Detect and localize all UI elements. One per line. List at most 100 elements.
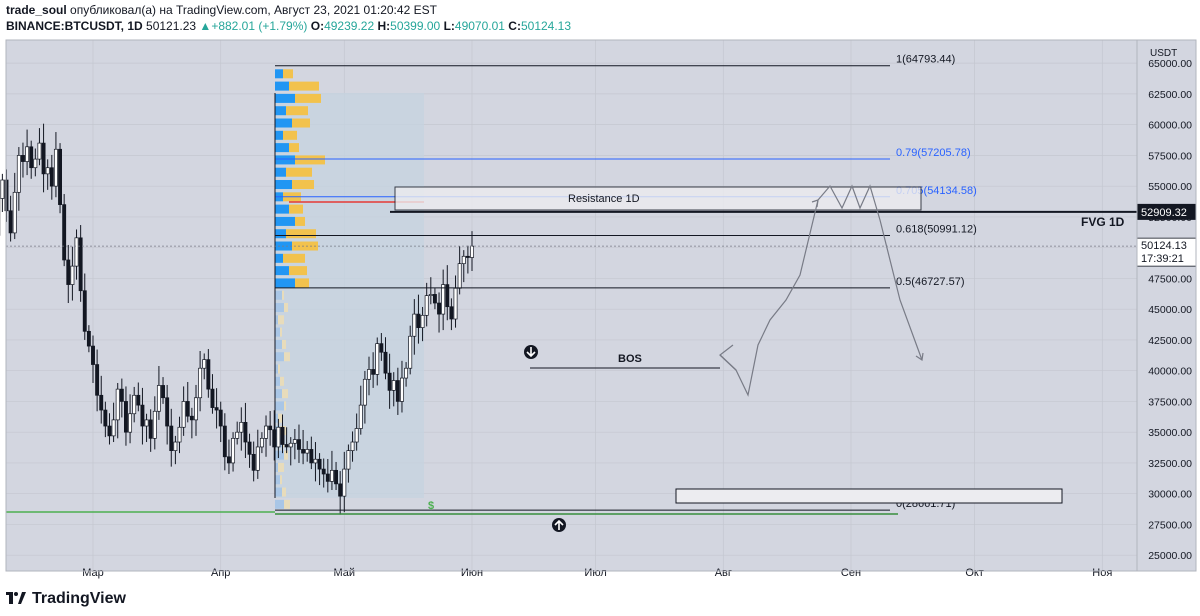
y-tick-label: 55000.00 [1148, 181, 1192, 193]
author-name[interactable]: trade_soul [6, 3, 67, 17]
symbol-label[interactable]: BINANCE:BTCUSDT, 1D [6, 19, 143, 33]
candle-body [313, 458, 318, 464]
profile-bar-yellow [295, 278, 309, 288]
y-tick-label: 40000.00 [1148, 366, 1192, 378]
x-tick-label: Ноя [1092, 567, 1112, 579]
candle-body [301, 449, 306, 454]
profile-bar-blue [275, 69, 283, 79]
resistance-label: Resistance 1D [568, 193, 640, 205]
resistance-zone[interactable] [394, 186, 922, 211]
last-price: 50121.23 [146, 19, 197, 33]
tradingview-icon [6, 592, 26, 606]
candle-body [457, 263, 462, 289]
candle-body [354, 428, 359, 443]
x-tick-label: Апр [211, 567, 230, 579]
candle-body [441, 284, 446, 315]
svg-text:17:39:21: 17:39:21 [1141, 253, 1184, 265]
candle-body [449, 306, 454, 320]
profile-bar-blue [275, 266, 289, 276]
plot-area[interactable] [6, 40, 1137, 571]
candle-body [379, 343, 384, 353]
y-tick-label: 32500.00 [1148, 458, 1192, 470]
candle-body [115, 388, 120, 421]
profile-bar-yellow [282, 290, 284, 300]
profile-bar-yellow [282, 487, 286, 497]
x-tick-label: Июн [461, 567, 483, 579]
price-scale[interactable] [1137, 40, 1196, 571]
candle-body [152, 410, 157, 439]
profile-bar-yellow [278, 315, 284, 325]
x-axis: Мар Апр Май Июн Июл Авг Сен Окт Ноя [82, 567, 1112, 579]
candle-body [416, 313, 421, 328]
profile-bar-blue [275, 413, 278, 423]
candle-body [470, 245, 474, 258]
y-tick-label: 65000.00 [1148, 58, 1192, 70]
profile-bar-blue [275, 450, 284, 460]
tradingview-logo[interactable]: TradingView [6, 590, 126, 608]
candle-body [432, 294, 437, 304]
candle-body [412, 313, 417, 337]
projection-path [719, 184, 923, 397]
profile-bar-blue [275, 167, 286, 177]
candle-body [264, 425, 268, 439]
candle-body [391, 380, 396, 391]
profile-bar-blue [275, 290, 282, 300]
profile-bar-yellow [278, 462, 284, 472]
open-value: 49239.22 [324, 19, 375, 33]
profile-bar-blue [275, 155, 295, 165]
candle-body [95, 364, 100, 396]
candle-body [404, 367, 409, 379]
candle-body [371, 369, 376, 375]
candle-body [329, 469, 334, 482]
profile-bar-yellow [284, 450, 288, 460]
candle-body [465, 255, 470, 258]
profile-bar-blue [275, 130, 283, 140]
ohlc-legend: BINANCE:BTCUSDT, 1D 50121.23 ▲+882.01 (+… [6, 19, 571, 33]
profile-bar-blue [275, 339, 282, 349]
profile-bar-yellow [286, 167, 312, 177]
x-tick-label: Мар [82, 567, 104, 579]
candle-body [161, 385, 165, 399]
demand-zone[interactable] [675, 488, 1063, 504]
candle-body [148, 419, 153, 439]
profile-bar-yellow [292, 241, 318, 251]
candle-body [437, 302, 441, 315]
profile-bar-blue [275, 253, 283, 263]
x-tick-label: Окт [965, 567, 984, 579]
price-chart[interactable]: 1(64793.44)0.79(57205.78)0.705(54134.58)… [0, 0, 1200, 590]
y-tick-label: 27500.00 [1148, 519, 1192, 531]
candle-body [103, 409, 108, 427]
grid-lines [6, 40, 1137, 571]
candle-body [62, 204, 67, 261]
x-tick-label: Июл [584, 567, 606, 579]
candle-body [8, 210, 13, 234]
candle-body [305, 449, 310, 454]
profile-bar-blue [275, 143, 289, 153]
profile-bar-blue [275, 118, 292, 128]
candle-body [91, 345, 95, 365]
candle-body [41, 142, 46, 175]
candle-body [12, 191, 17, 234]
profile-bar-blue [275, 487, 282, 497]
candle-body [185, 401, 190, 417]
candle-body [74, 237, 79, 267]
candle-body [226, 456, 231, 464]
candle-body [428, 294, 433, 296]
profile-bar-blue [275, 499, 284, 509]
candle-body [16, 155, 21, 193]
candle-body [25, 146, 30, 162]
published-text: опубликовал(а) на TradingView.com, Авгус… [70, 3, 437, 17]
candle-body [37, 142, 42, 160]
profile-bar-blue [275, 229, 286, 239]
candle-body [400, 377, 404, 402]
profile-bar-blue [275, 462, 278, 472]
publish-info: trade_soul опубликовал(а) на TradingView… [6, 3, 437, 17]
candle-body [251, 453, 256, 471]
candle-body [49, 167, 54, 187]
currency-label: USDT [1150, 48, 1177, 59]
profile-bar-yellow [289, 143, 299, 153]
profile-bar-yellow [289, 266, 307, 276]
candle-body [29, 146, 34, 169]
y-tick-label: 42500.00 [1148, 335, 1192, 347]
brand-name: TradingView [32, 590, 126, 607]
